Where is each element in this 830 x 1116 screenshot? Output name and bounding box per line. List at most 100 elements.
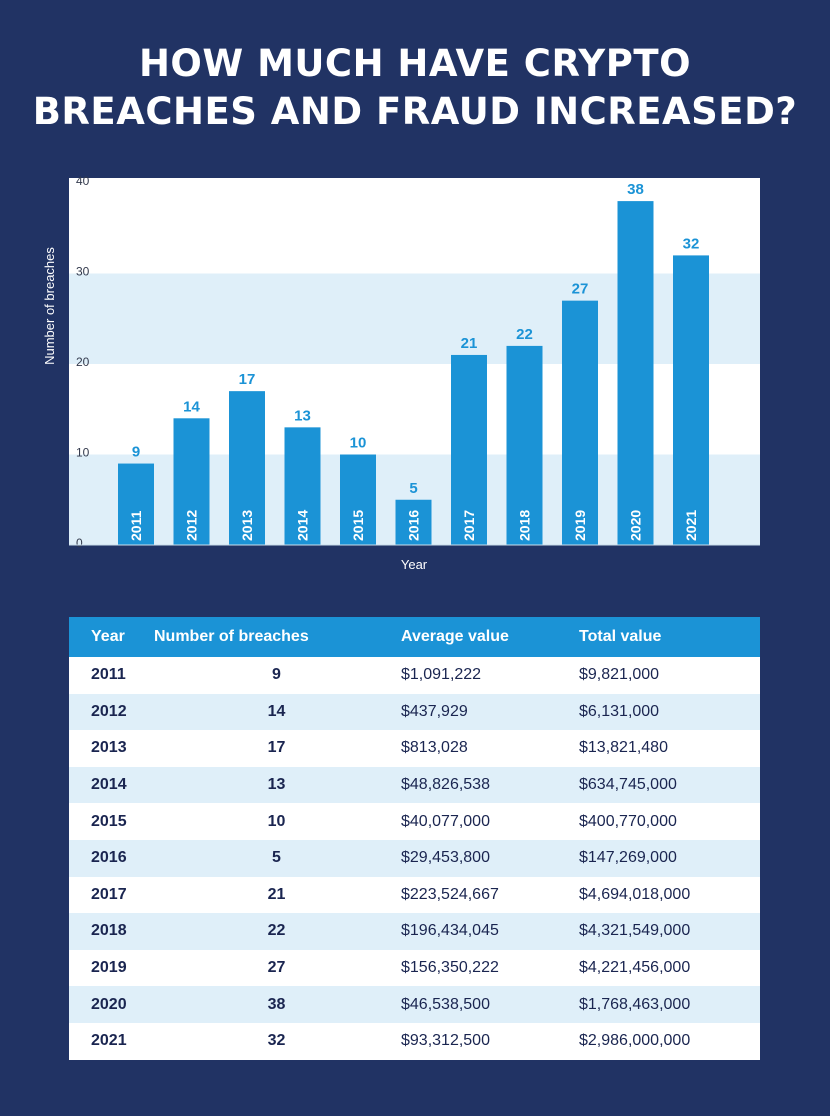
table-row: 2018 22 $196,434,045 $4,321,549,000 <box>69 913 760 950</box>
bar-2019 <box>562 300 598 545</box>
cell-total-value: $400,770,000 <box>577 803 760 840</box>
cell-year: 2021 <box>69 1022 154 1060</box>
cell-total-value: $4,321,549,000 <box>577 913 760 950</box>
x-tick-label: 2018 <box>517 510 533 541</box>
y-tick-label: 10 <box>76 446 90 460</box>
y-tick-label: 20 <box>76 355 90 369</box>
y-tick-label: 30 <box>76 265 90 279</box>
cell-average-value: $813,028 <box>399 730 577 767</box>
bar-2012 <box>173 418 210 545</box>
cell-average-value: $1,091,222 <box>399 657 577 694</box>
x-tick-label: 2020 <box>628 510 644 541</box>
cell-total-value: $9,821,000 <box>577 657 760 694</box>
data-label: 13 <box>294 407 311 424</box>
cell-average-value: $46,538,500 <box>399 986 577 1023</box>
cell-total-value: $2,986,000,000 <box>577 1022 760 1060</box>
cell-breaches: 5 <box>154 839 399 877</box>
cell-average-value: $156,350,222 <box>399 949 577 987</box>
table-row: 2011 9 $1,091,222 $9,821,000 <box>69 657 760 694</box>
header-average-value: Average value <box>399 617 577 657</box>
cell-average-value: $196,434,045 <box>399 913 577 950</box>
table-row: 2017 21 $223,524,667 $4,694,018,000 <box>69 876 760 914</box>
table-row: 2014 13 $48,826,538 $634,745,000 <box>69 766 760 804</box>
x-tick-label: 2016 <box>406 510 422 541</box>
page-title: HOW MUCH HAVE CRYPTO BREACHES AND FRAUD … <box>0 40 830 136</box>
bar-2014 <box>284 427 321 545</box>
cell-year: 2015 <box>69 803 154 840</box>
table-row: 2021 32 $93,312,500 $2,986,000,000 <box>69 1022 760 1060</box>
cell-average-value: $223,524,667 <box>399 876 577 914</box>
cell-breaches: 13 <box>154 766 399 804</box>
bar-2020 <box>617 201 654 545</box>
title-line-2: BREACHES AND FRAUD INCREASED? <box>32 90 798 133</box>
cell-year: 2019 <box>69 949 154 987</box>
cell-year: 2017 <box>69 876 154 914</box>
x-tick-label: 2012 <box>184 510 200 541</box>
cell-year: 2020 <box>69 986 154 1023</box>
data-label: 32 <box>683 235 700 252</box>
x-tick-label: 2014 <box>295 510 311 541</box>
x-tick-label: 2015 <box>350 510 366 541</box>
y-tick-label: 40 <box>76 174 90 188</box>
cell-total-value: $147,269,000 <box>577 839 760 877</box>
cell-year: 2014 <box>69 766 154 804</box>
cell-total-value: $1,768,463,000 <box>577 986 760 1023</box>
title-line-1: HOW MUCH HAVE CRYPTO <box>138 42 692 85</box>
cell-breaches: 14 <box>154 693 399 731</box>
grid-band <box>69 273 760 364</box>
cell-total-value: $4,221,456,000 <box>577 949 760 987</box>
cell-breaches: 27 <box>154 949 399 987</box>
table-row: 2013 17 $813,028 $13,821,480 <box>69 730 760 767</box>
data-label: 38 <box>627 181 644 198</box>
cell-breaches: 17 <box>154 730 399 767</box>
table-row: 2016 5 $29,453,800 $147,269,000 <box>69 839 760 877</box>
cell-average-value: $93,312,500 <box>399 1022 577 1060</box>
cell-year: 2011 <box>69 657 154 694</box>
cell-average-value: $40,077,000 <box>399 803 577 840</box>
cell-average-value: $48,826,538 <box>399 766 577 804</box>
y-axis-title: Number of breaches <box>42 247 57 365</box>
cell-breaches: 38 <box>154 986 399 1023</box>
cell-average-value: $29,453,800 <box>399 839 577 877</box>
cell-breaches: 10 <box>154 803 399 840</box>
table-row: 2019 27 $156,350,222 $4,221,456,000 <box>69 949 760 987</box>
table-row: 2012 14 $437,929 $6,131,000 <box>69 693 760 731</box>
cell-total-value: $634,745,000 <box>577 766 760 804</box>
cell-breaches: 21 <box>154 876 399 914</box>
cell-breaches: 32 <box>154 1022 399 1060</box>
x-tick-label: 2021 <box>683 510 699 541</box>
cell-total-value: $4,694,018,000 <box>577 876 760 914</box>
bar-2015 <box>340 454 376 545</box>
bar-2017 <box>451 354 487 545</box>
data-label: 14 <box>183 398 200 415</box>
cell-total-value: $6,131,000 <box>577 693 760 731</box>
cell-year: 2018 <box>69 913 154 950</box>
x-tick-label: 2013 <box>239 510 255 541</box>
cell-average-value: $437,929 <box>399 693 577 731</box>
bar-2011 <box>118 463 154 545</box>
x-axis-title: Year <box>401 557 428 572</box>
data-label: 9 <box>132 444 140 461</box>
table-header-row: Year Number of breaches Average value To… <box>69 617 760 657</box>
header-total-value: Total value <box>577 617 760 657</box>
cell-year: 2012 <box>69 693 154 731</box>
table-row: 2015 10 $40,077,000 $400,770,000 <box>69 803 760 840</box>
data-label: 22 <box>516 326 533 343</box>
bar-2021 <box>673 255 709 545</box>
data-label: 27 <box>572 281 589 298</box>
breaches-table: Year Number of breaches Average value To… <box>69 617 760 1060</box>
header-year: Year <box>69 617 154 657</box>
cell-year: 2013 <box>69 730 154 767</box>
x-tick-label: 2019 <box>572 510 588 541</box>
x-tick-label: 2011 <box>128 510 144 541</box>
cell-year: 2016 <box>69 839 154 877</box>
bar-2013 <box>229 391 265 545</box>
data-label: 5 <box>409 480 417 497</box>
breaches-bar-chart: 0 10 20 30 40 Number of breaches Year 9 2011 14 20… <box>42 174 760 572</box>
header-number-of-breaches: Number of breaches <box>154 617 399 657</box>
data-label: 17 <box>239 371 256 388</box>
data-label: 21 <box>461 335 478 352</box>
bar-2018 <box>506 345 543 545</box>
table-row: 2020 38 $46,538,500 $1,768,463,000 <box>69 986 760 1023</box>
x-tick-label: 2017 <box>461 510 477 541</box>
